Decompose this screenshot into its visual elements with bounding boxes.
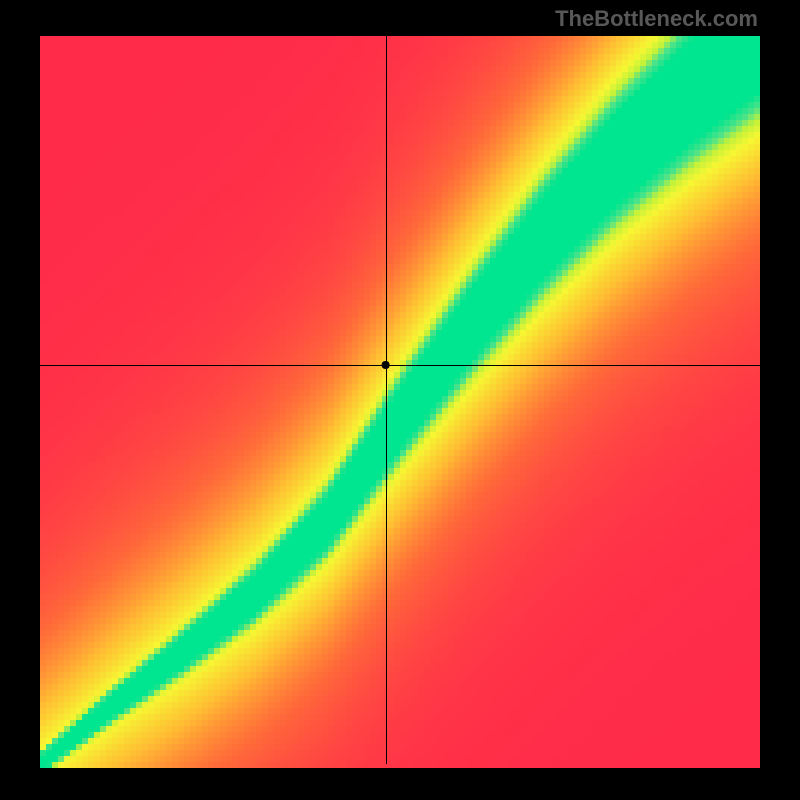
watermark-text: TheBottleneck.com [555,6,758,32]
heatmap-canvas [0,0,800,800]
chart-stage: TheBottleneck.com [0,0,800,800]
